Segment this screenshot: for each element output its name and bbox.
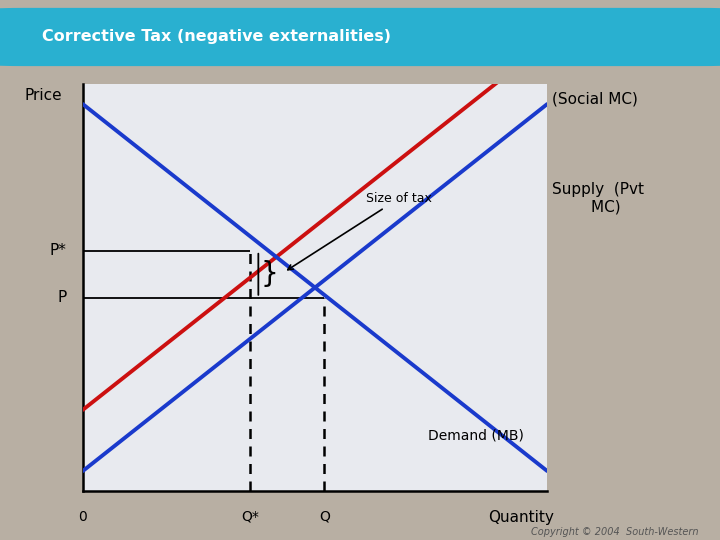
Text: Q: Q (319, 510, 330, 524)
Text: Supply  (Pvt
        MC): Supply (Pvt MC) (552, 181, 644, 214)
Text: 0: 0 (78, 510, 87, 524)
Text: Q*: Q* (241, 510, 259, 524)
FancyBboxPatch shape (0, 8, 720, 66)
Text: (Social MC): (Social MC) (552, 92, 638, 107)
Text: Demand (MB): Demand (MB) (428, 428, 524, 442)
Text: Corrective Tax (negative externalities): Corrective Tax (negative externalities) (42, 30, 391, 44)
Text: Size of tax: Size of tax (288, 192, 432, 270)
Text: }: } (261, 260, 279, 288)
Text: P*: P* (50, 244, 66, 258)
Text: Quantity: Quantity (488, 510, 554, 525)
Text: Copyright © 2004  South-Western: Copyright © 2004 South-Western (531, 527, 698, 537)
Text: P: P (58, 290, 66, 305)
Text: Price: Price (24, 88, 62, 103)
